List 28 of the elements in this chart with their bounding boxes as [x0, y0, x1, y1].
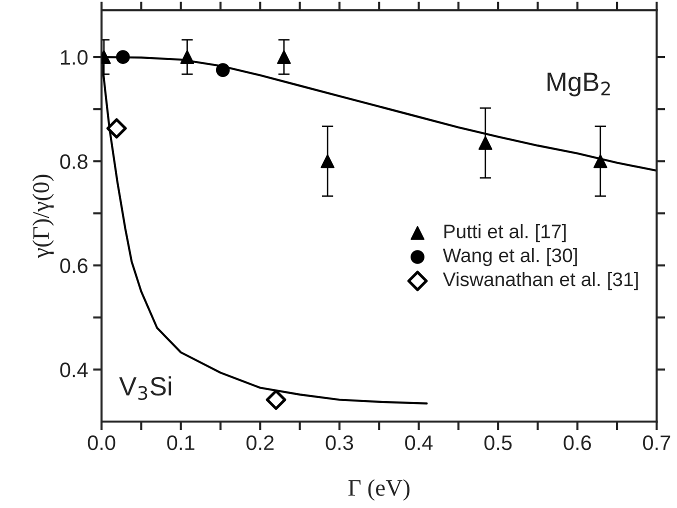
point — [277, 50, 291, 64]
point — [116, 50, 130, 64]
point — [216, 63, 230, 77]
y-tick-label: 0.8 — [60, 154, 88, 169]
x-tick-label: 0.2 — [246, 435, 274, 450]
annotation: MgB$_{2}$ — [548, 72, 610, 96]
x-tick-label: 0.4 — [405, 435, 433, 450]
y-tick-label: 0.4 — [60, 362, 88, 378]
point — [593, 154, 608, 168]
x-tick-label: 0.3 — [326, 435, 354, 450]
x-tick-label: 0.1 — [167, 435, 194, 450]
x-tick-label: 0.0 — [88, 435, 116, 450]
y-tick-label: 0.6 — [60, 258, 88, 274]
point — [478, 136, 492, 150]
point — [266, 390, 286, 410]
legend-label: Putti et al. [17] — [444, 224, 566, 242]
y-axis-title: γ(Γ)/γ(0) — [32, 174, 54, 258]
point — [106, 118, 127, 139]
y-tick-label: 1.0 — [60, 50, 88, 65]
x-tick-label: 0.7 — [643, 435, 670, 450]
x-axis-title: Γ (eV) — [348, 479, 410, 501]
point — [320, 154, 334, 168]
legend-label: Viswanathan et al. [31] — [442, 272, 638, 290]
x-tick-label: 0.6 — [564, 435, 591, 450]
annotation: V$_{3}$Si — [119, 376, 172, 400]
x-tick-label: 0.5 — [484, 435, 512, 450]
legend-label: Wang et al. [30] — [442, 248, 577, 266]
point — [180, 50, 194, 64]
